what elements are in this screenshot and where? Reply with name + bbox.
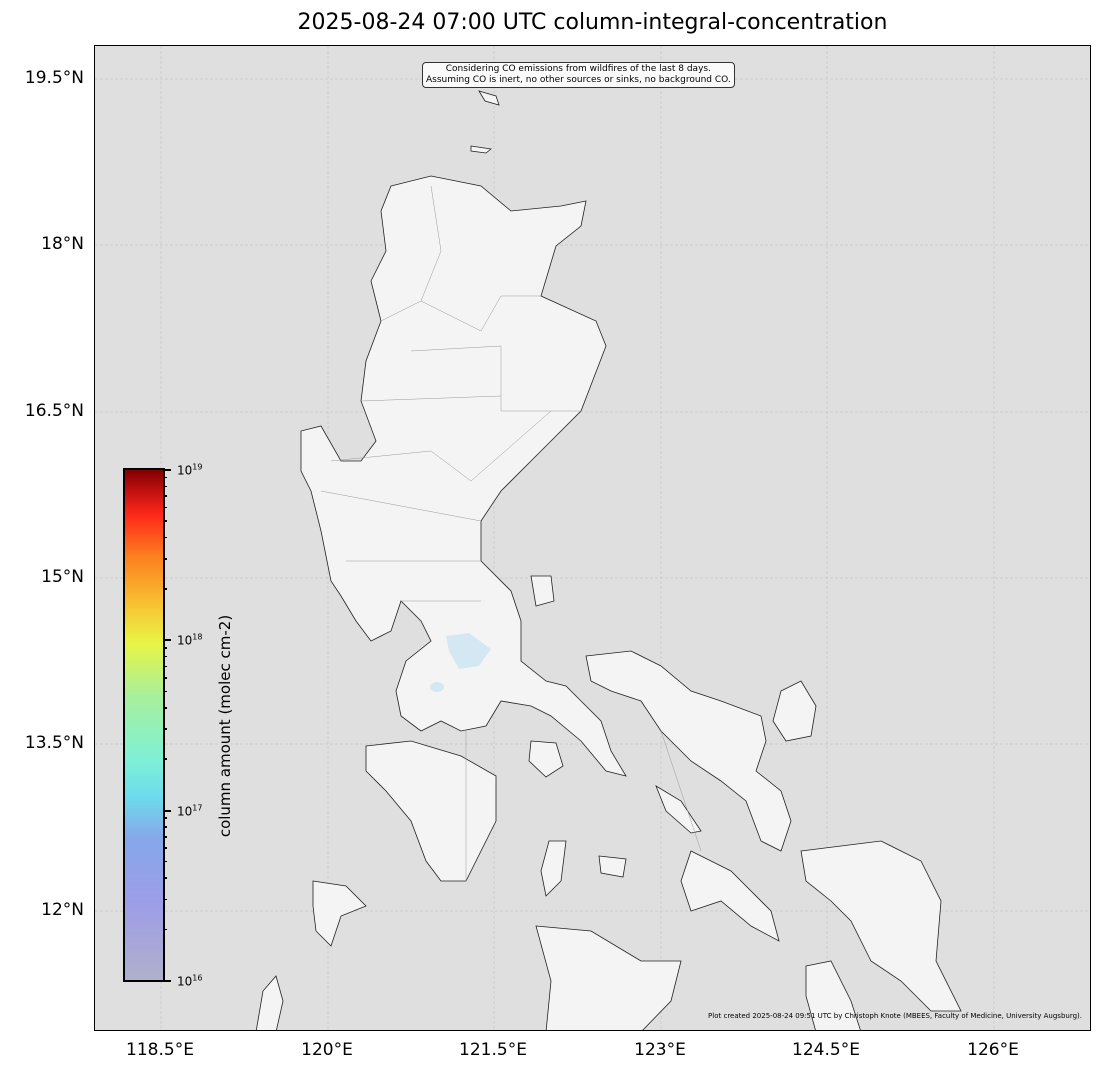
panay [535,925,682,1030]
lat-tick: 13.5°N [24,733,84,753]
basemap [95,46,1090,1030]
credit-text: Plot created 2025-08-24 09:51 UTC by Chr… [708,1012,1082,1020]
lakes [430,633,491,692]
colorbar-tick-label: 1018 [177,632,203,648]
cebu-negros [680,850,780,942]
colorbar-tick [163,469,171,471]
colorbar-tick-label: 1016 [177,973,203,989]
colorbar-minor-tick [163,588,167,590]
colorbar-tick [163,980,171,982]
colorbar-minor-tick [163,877,167,879]
colorbar-minor-tick [163,665,167,668]
marinduque [528,740,564,778]
masbate [655,785,702,834]
colorbar-minor-tick [163,520,167,522]
colorbar-minor-tick [163,847,167,849]
batanes [478,90,500,106]
samar [800,840,962,1012]
colorbar-minor-tick [163,860,167,863]
colorbar-minor-tick [163,758,167,760]
colorbar-minor-tick [163,928,167,931]
laguna-de-bay [446,633,491,669]
babuyan [470,145,492,154]
colorbar-minor-tick [163,476,167,479]
colorbar-minor-tick [163,506,167,509]
colorbar [123,468,165,982]
colorbar-minor-tick [163,536,167,539]
annotation-box: Considering CO emissions from wildfires … [422,62,735,88]
lon-tick: 126°E [967,1040,1019,1060]
island [598,855,627,878]
colorbar-minor-tick [163,485,167,487]
lat-tick: 16.5°N [24,401,84,421]
note-line: Considering CO emissions from wildfires … [445,64,711,74]
province-borders [320,185,702,881]
colorbar-minor-tick [163,836,167,838]
map-panel[interactable]: Considering CO emissions from wildfires … [94,45,1091,1031]
luzon [300,175,627,777]
colorbar-tick-label: 1017 [177,803,203,819]
graticule [95,46,1090,1030]
lon-tick: 124.5°E [792,1040,860,1060]
colorbar-minor-tick [163,677,167,679]
colorbar-tick-label: 1019 [177,462,203,478]
palawan-north [255,975,284,1030]
land [255,90,962,1030]
colorbar-minor-tick [163,495,167,497]
bicol [585,650,792,852]
colorbar-minor-tick [163,655,167,658]
island [540,840,567,897]
lat-tick: 19.5°N [24,68,84,88]
map-title: 2025-08-24 07:00 UTC column-integral-con… [297,10,888,35]
colorbar-minor-tick [163,826,167,828]
lon-tick: 123°E [634,1040,686,1060]
colorbar-minor-tick [163,817,167,819]
lat-tick: 18°N [41,234,84,254]
lon-tick: 118.5°E [126,1040,194,1060]
colorbar-minor-tick [163,707,167,709]
lat-tick: 15°N [41,567,84,587]
colorbar-minor-tick [163,728,167,730]
catanduanes [772,680,817,742]
leyte [805,960,861,1030]
mindoro [365,740,497,882]
colorbar-label: column amount (molec cm-2) [216,614,234,838]
island [530,575,555,607]
calamian [312,880,367,947]
note-line: Assuming CO is inert, no other sources o… [426,75,731,85]
colorbar-tick [163,639,171,641]
lon-tick: 120°E [301,1040,353,1060]
colorbar-minor-tick [163,647,167,649]
colorbar-minor-tick [163,690,167,693]
colorbar-minor-tick [163,558,167,560]
colorbar-minor-tick [163,898,167,901]
colorbar-tick [163,810,171,812]
lat-tick: 12°N [41,900,84,920]
lon-tick: 121.5°E [459,1040,527,1060]
